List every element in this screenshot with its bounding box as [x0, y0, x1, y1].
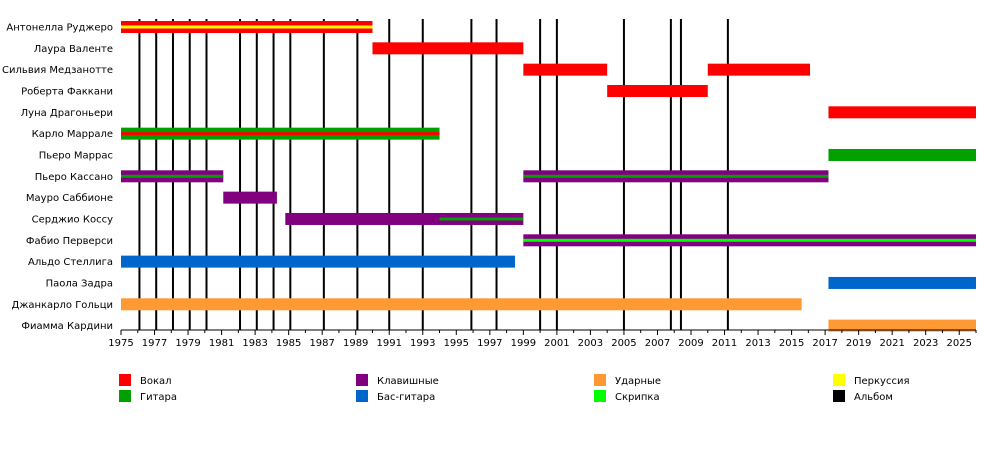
- member-name-label: Джанкарло Гольци: [12, 300, 114, 311]
- x-axis-tick-label: 2003: [578, 338, 603, 349]
- member-name-label: Луна Драгоньери: [21, 108, 113, 119]
- legend-label-keyboards: Клавишные: [377, 376, 439, 387]
- member-bar-drums: [828, 319, 976, 332]
- legend-label-drums: Ударные: [615, 376, 661, 387]
- member-bar-vocals: [523, 63, 608, 76]
- member-name-label: Пьеро Кассано: [35, 172, 113, 183]
- x-axis: 1975 1977 1979 1981 1983 1985 1987 1989 1991 1993…: [108, 329, 977, 349]
- member-bar-vocals: [707, 63, 811, 76]
- member-name-label: Серджио Коссу: [32, 214, 113, 225]
- member-name-label: Паола Задра: [46, 278, 113, 289]
- x-axis-tick-label: 2017: [812, 338, 837, 349]
- x-axis-tick-label: 2007: [645, 338, 670, 349]
- member-bar-keyboards: [285, 212, 524, 225]
- member-bar-bass: [828, 276, 976, 289]
- member-bar-keyboards: [223, 191, 277, 204]
- legend-swatch-keyboards: [356, 374, 368, 386]
- member-bar-guitar: [828, 148, 976, 161]
- x-axis-tick-label: 1999: [511, 338, 536, 349]
- x-axis-tick-label: 2021: [879, 338, 904, 349]
- x-axis-tick-label: 1987: [309, 338, 334, 349]
- legend-label-violin: Скрипка: [615, 392, 660, 403]
- x-axis-tick-label: 1993: [410, 338, 435, 349]
- member-bar-overlay-vocals: [121, 132, 440, 136]
- x-axis-tick-label: 2025: [947, 338, 972, 349]
- x-axis-tick-label: 1977: [142, 338, 167, 349]
- x-axis-tick-label: 2023: [913, 338, 938, 349]
- legend-swatch-violin: [594, 390, 606, 402]
- x-axis-tick-label: 1983: [242, 338, 267, 349]
- x-axis-tick-label: 1995: [444, 338, 469, 349]
- legend-label-percussion: Перкуссия: [854, 376, 910, 387]
- member-name-label: Лаура Валенте: [34, 44, 113, 55]
- member-name-label: Мауро Саббионе: [26, 193, 113, 204]
- legend-swatch-drums: [594, 374, 606, 386]
- member-bar-drums: [121, 298, 802, 311]
- member-bar-overlay-guitar: [121, 174, 224, 178]
- member-bar-vocals: [372, 42, 524, 55]
- x-axis-tick-label: 1991: [377, 338, 402, 349]
- member-name-label: Сильвия Медзанотте: [2, 65, 113, 76]
- member-name-label: Роберта Факкани: [21, 86, 113, 97]
- member-name-label: Фабио Перверси: [26, 236, 113, 247]
- x-axis-tick-label: 2013: [745, 338, 770, 349]
- x-axis-tick-label: 2015: [779, 338, 804, 349]
- member-bar-vocals: [828, 106, 976, 119]
- member-bar-overlay-guitar: [523, 174, 829, 178]
- legend-label-bass: Бас-гитара: [377, 392, 435, 403]
- member-bar-bass: [121, 255, 515, 268]
- x-axis-tick-label: 2005: [611, 338, 636, 349]
- x-axis-tick-label: 1989: [343, 338, 368, 349]
- legend-label-album: Альбом: [854, 392, 893, 403]
- legend: Вокал Гитара Клавишные Бас-гитара Ударные Скр…: [119, 374, 910, 403]
- member-bar-vocals: [607, 84, 708, 97]
- member-bar-overlay-violin: [523, 238, 976, 242]
- x-axis-tick-label: 2011: [712, 338, 737, 349]
- member-name-label: Карло Маррале: [32, 129, 113, 140]
- legend-swatch-percussion: [833, 374, 845, 386]
- legend-label-vocals: Вокал: [140, 376, 172, 387]
- x-axis-tick-label: 1997: [477, 338, 502, 349]
- x-axis-tick-label: 1979: [175, 338, 200, 349]
- member-bar-overlay-guitar: [439, 217, 524, 221]
- legend-swatch-vocals: [119, 374, 131, 386]
- x-axis-tick-label: 1981: [209, 338, 234, 349]
- member-name-label: Фиамма Кардини: [21, 321, 113, 332]
- x-axis-tick-label: 2019: [846, 338, 871, 349]
- x-axis-tick-label: 1975: [108, 338, 133, 349]
- member-labels: Антонелла Руджеро Лаура Валенте Сильвия Ме…: [2, 23, 113, 333]
- member-name-label: Пьеро Маррас: [39, 150, 113, 161]
- legend-swatch-guitar: [119, 390, 131, 402]
- member-name-label: Альдо Стеллига: [28, 257, 113, 268]
- member-bars: [121, 21, 976, 332]
- legend-label-guitar: Гитара: [140, 392, 177, 403]
- member-name-label: Антонелла Руджеро: [6, 23, 113, 34]
- x-axis-tick-label: 1985: [276, 338, 301, 349]
- x-axis-tick-label: 2001: [544, 338, 569, 349]
- member-bar-overlay-percussion: [121, 25, 373, 29]
- x-axis-tick-label: 2009: [678, 338, 703, 349]
- legend-swatch-album: [833, 390, 845, 402]
- legend-swatch-bass: [356, 390, 368, 402]
